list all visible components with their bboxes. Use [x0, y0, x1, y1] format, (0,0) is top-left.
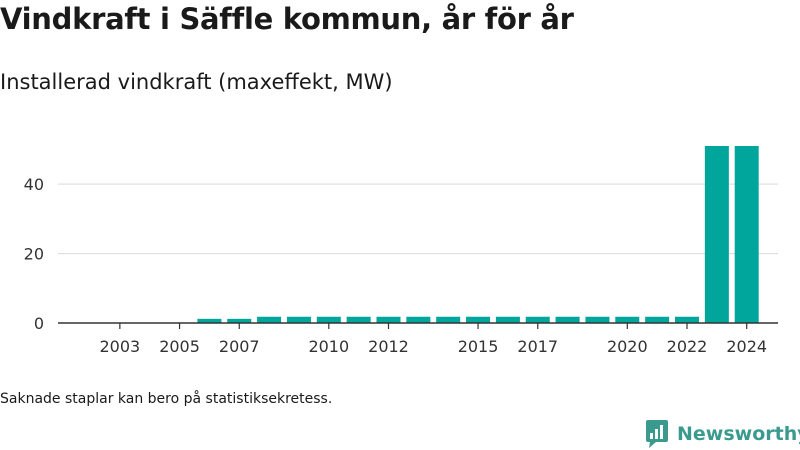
- y-tick-label: 0: [34, 314, 44, 333]
- bar-2020: [615, 316, 640, 323]
- x-tick-label: 2017: [517, 337, 558, 356]
- bar-2007: [227, 318, 252, 323]
- footnote: Saknade staplar kan bero på statistiksek…: [0, 391, 333, 407]
- bar-2008: [257, 316, 282, 323]
- x-tick-label: 2020: [607, 337, 648, 356]
- bar-2018: [555, 316, 580, 323]
- y-tick-label: 20: [24, 245, 44, 264]
- bar-2012: [376, 316, 401, 323]
- chart-title: Vindkraft i Säffle kommun, år för år: [0, 2, 574, 36]
- bar-2021: [645, 316, 670, 323]
- x-tick-label: 2010: [308, 337, 349, 356]
- bar-2009: [286, 316, 311, 323]
- bar-2023: [704, 146, 729, 323]
- bar-2010: [316, 316, 341, 323]
- x-tick-label: 2024: [726, 337, 767, 356]
- x-tick-label: 2007: [219, 337, 260, 356]
- newsworthy-logo-icon: [646, 420, 668, 448]
- bars: [197, 146, 759, 323]
- y-tick-label: 40: [24, 175, 44, 194]
- bar-2024: [734, 146, 759, 323]
- y-axis-labels: 0 20 40: [24, 175, 44, 333]
- bar-2022: [675, 316, 699, 323]
- gridlines: [58, 183, 778, 255]
- x-tick-label: 2015: [458, 337, 499, 356]
- bar-2015: [466, 316, 491, 323]
- bar-2013: [406, 316, 431, 323]
- x-axis: [58, 322, 778, 329]
- bar-2016: [495, 316, 520, 323]
- x-axis-labels: 2003 2005 2007 2010 2012 2015 2017 2020 2022 2024: [99, 337, 767, 356]
- bar-2011: [346, 316, 371, 323]
- bar-2019: [585, 316, 610, 323]
- x-tick-label: 2012: [368, 337, 409, 356]
- newsworthy-logo[interactable]: Newsworthy: [645, 419, 800, 449]
- bar-2017: [525, 316, 550, 323]
- bar-2006: [197, 318, 222, 323]
- x-tick-label: 2003: [99, 337, 140, 356]
- chart-subtitle: Installerad vindkraft (maxeffekt, MW): [0, 70, 393, 94]
- x-tick-label: 2022: [667, 337, 708, 356]
- bar-2014: [436, 316, 461, 323]
- x-tick-label: 2005: [159, 337, 200, 356]
- brand-name: Newsworthy: [677, 423, 800, 445]
